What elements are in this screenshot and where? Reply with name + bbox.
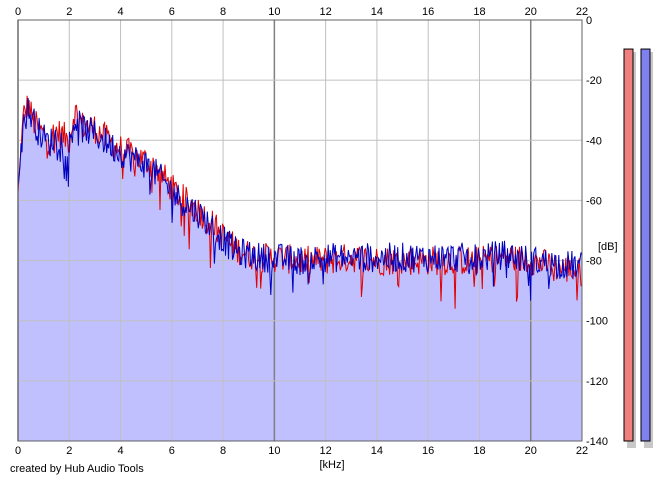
y-tick-labels: 0 -20 -40 -60 -80 -100 -120 -140 xyxy=(586,15,608,448)
x-tick-label-top: 18 xyxy=(473,6,485,18)
series-layer xyxy=(17,95,583,309)
x-tick-label-bottom: 12 xyxy=(320,445,332,457)
level-meters xyxy=(623,48,653,449)
x-tick-label-top: 20 xyxy=(525,6,537,18)
x-tick-label-bottom: 2 xyxy=(66,445,72,457)
x-tick-label-bottom: 8 xyxy=(220,445,226,457)
y-tick-label: 0 xyxy=(586,15,592,27)
x-tick-label-top: 2 xyxy=(66,6,72,18)
x-tick-label-top: 10 xyxy=(268,6,280,18)
y-tick-label: -100 xyxy=(586,316,608,328)
x-tick-label-bottom: 6 xyxy=(169,445,175,457)
y-tick-label: -120 xyxy=(586,376,608,388)
x-tick-label-bottom: 14 xyxy=(371,445,383,457)
y-tick-label: -20 xyxy=(586,75,602,87)
x-tick-label-top: 12 xyxy=(320,6,332,18)
x-tick-label-bottom: 4 xyxy=(117,445,123,457)
y-tick-label: -80 xyxy=(586,256,602,268)
x-tick-label-top: 8 xyxy=(220,6,226,18)
x-tick-label-top: 0 xyxy=(15,6,21,18)
x-tick-labels-bottom: 0 2 4 6 8 10 12 14 16 18 20 22 xyxy=(15,445,588,457)
x-tick-label-bottom: 10 xyxy=(268,445,280,457)
x-tick-label-top: 22 xyxy=(576,6,588,18)
x-tick-label-bottom: 20 xyxy=(525,445,537,457)
y-tick-label: -140 xyxy=(586,436,608,448)
x-tick-label-top: 6 xyxy=(169,6,175,18)
series-line-2 xyxy=(17,97,583,301)
x-tick-label-top: 16 xyxy=(422,6,434,18)
x-tick-label-bottom: 18 xyxy=(473,445,485,457)
y-axis-label: [dB] xyxy=(598,241,618,253)
x-tick-label-bottom: 22 xyxy=(576,445,588,457)
x-tick-label-bottom: 16 xyxy=(422,445,434,457)
plot-frame xyxy=(17,19,583,442)
y-tick-label: -60 xyxy=(586,195,602,207)
x-tick-label-top: 4 xyxy=(117,6,123,18)
x-tick-label-top: 14 xyxy=(371,6,383,18)
x-tick-labels-top: 0 2 4 6 8 10 12 14 16 18 20 22 xyxy=(15,6,588,18)
y-tick-label: -40 xyxy=(586,135,602,147)
x-axis-label: [kHz] xyxy=(319,459,344,471)
x-tick-label-bottom: 0 xyxy=(15,445,21,457)
level-meter-1 xyxy=(623,48,634,442)
credit-text: created by Hub Audio Tools xyxy=(10,463,144,475)
level-meter-2 xyxy=(640,48,651,442)
